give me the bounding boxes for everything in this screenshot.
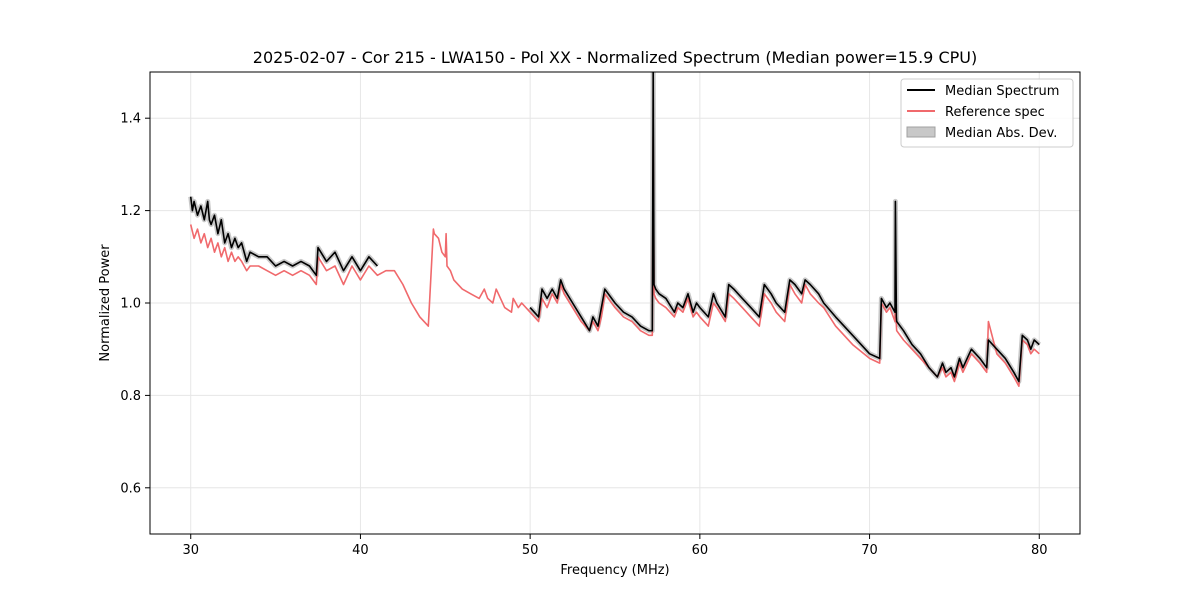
y-tick-label: 0.8	[120, 389, 141, 404]
x-axis-ticks: 30 40 50 60 70 80	[182, 534, 1048, 558]
x-tick-label: 70	[861, 543, 878, 558]
legend-swatch-mad	[906, 126, 936, 138]
x-axis-label: Frequency (MHz)	[560, 563, 669, 578]
chart-title: 2025-02-07 - Cor 215 - LWA150 - Pol XX -…	[253, 48, 977, 67]
x-tick-label: 50	[522, 543, 539, 558]
legend: Median Spectrum Reference spec Median Ab…	[900, 78, 1074, 148]
y-tick-label: 1.0	[120, 297, 141, 312]
y-axis-label: Normalized Power	[98, 244, 113, 362]
median-spectrum-line	[189, 196, 378, 277]
x-tick-label: 60	[692, 543, 709, 558]
series-lines-layer	[189, 72, 1040, 388]
legend-label-median: Median Spectrum	[945, 84, 1059, 99]
y-tick-label: 1.2	[120, 204, 141, 219]
y-tick-label: 1.4	[120, 112, 141, 127]
legend-box	[900, 78, 1074, 148]
y-axis-ticks: 0.6 0.8 1.0 1.2 1.4	[120, 112, 150, 496]
x-tick-label: 40	[352, 543, 369, 558]
median-spectrum-line	[529, 72, 1040, 383]
x-tick-label: 80	[1031, 543, 1048, 558]
legend-label-mad: Median Abs. Dev.	[945, 126, 1057, 141]
x-tick-label: 30	[182, 543, 199, 558]
y-tick-label: 0.6	[120, 481, 141, 496]
reference-spec-line	[189, 135, 1040, 388]
legend-label-reference: Reference spec	[945, 105, 1045, 120]
